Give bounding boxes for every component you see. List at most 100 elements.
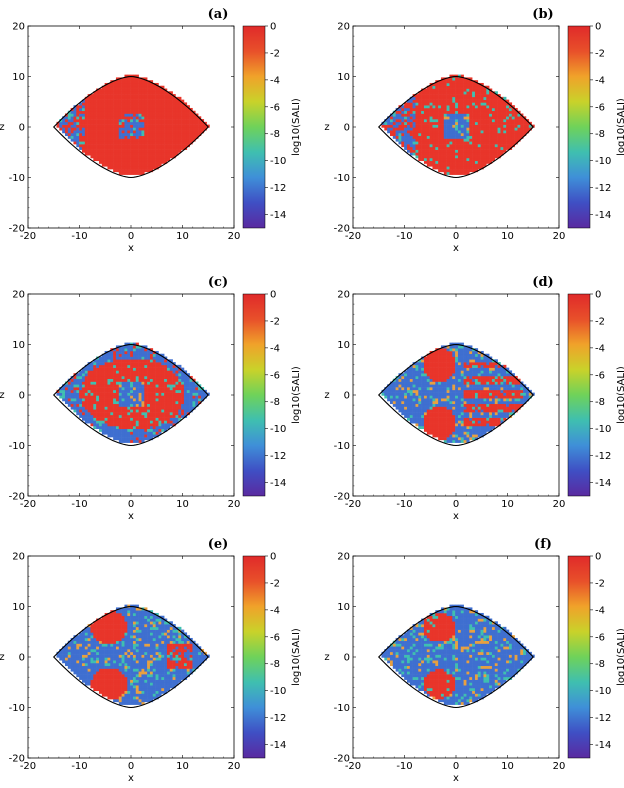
- heatmap-cell: [469, 407, 472, 410]
- heatmap-cell: [164, 398, 167, 401]
- heatmap-cell: [509, 133, 512, 136]
- heatmap-cell: [421, 393, 424, 396]
- heatmap-cell: [102, 395, 105, 398]
- heatmap-cell: [517, 125, 520, 128]
- heatmap-cell: [88, 97, 91, 100]
- heatmap-cell: [113, 83, 116, 86]
- heatmap-cell: [478, 409, 481, 412]
- heatmap-cell: [452, 390, 455, 393]
- heatmap-cell: [82, 127, 85, 130]
- heatmap-cell: [141, 359, 144, 362]
- heatmap-cell: [424, 161, 427, 164]
- heatmap-cell: [178, 376, 181, 379]
- heatmap-cell: [424, 409, 427, 412]
- heatmap-cell: [430, 432, 433, 435]
- heatmap-cell: [515, 127, 518, 130]
- x-tick-label: -10: [71, 499, 87, 510]
- heatmap-cell: [195, 390, 198, 393]
- heatmap-cell: [390, 133, 393, 136]
- heatmap-cell: [452, 102, 455, 105]
- heatmap-cell: [430, 144, 433, 147]
- heatmap-cell: [421, 133, 424, 136]
- heatmap-cell: [156, 127, 159, 130]
- heatmap-cell: [113, 373, 116, 376]
- heatmap-cell: [432, 412, 435, 415]
- heatmap-cell: [461, 127, 464, 130]
- heatmap-cell: [113, 412, 116, 415]
- heatmap-cell: [144, 401, 147, 404]
- heatmap-cell: [441, 144, 444, 147]
- heatmap-cell: [466, 119, 469, 122]
- heatmap-cell: [441, 420, 444, 423]
- heatmap-cell: [164, 147, 167, 150]
- heatmap-cell: [435, 144, 438, 147]
- heatmap-cell: [156, 420, 159, 423]
- heatmap-cell: [153, 111, 156, 114]
- heatmap-cell: [173, 114, 176, 117]
- heatmap-cell: [93, 362, 96, 365]
- heatmap-cell: [122, 376, 125, 379]
- heatmap-cell: [198, 130, 201, 133]
- heatmap-cell: [478, 94, 481, 97]
- heatmap-cell: [147, 434, 150, 437]
- heatmap-cell: [150, 152, 153, 155]
- heatmap-cell: [99, 368, 102, 371]
- heatmap-cell: [113, 404, 116, 407]
- heatmap-cell: [124, 426, 127, 429]
- heatmap-cell: [398, 111, 401, 114]
- heatmap-cell: [127, 423, 130, 426]
- heatmap-cell: [116, 373, 119, 376]
- y-tick-label: 10: [12, 72, 25, 83]
- heatmap-cell: [486, 155, 489, 158]
- heatmap-cell: [478, 111, 481, 114]
- heatmap-cell: [76, 376, 79, 379]
- heatmap-cell: [82, 398, 85, 401]
- heatmap-cell: [486, 423, 489, 426]
- heatmap-cell: [124, 133, 127, 136]
- heatmap-cell: [96, 390, 99, 393]
- heatmap-cell: [444, 105, 447, 108]
- heatmap-cell: [489, 379, 492, 382]
- heatmap-cell: [133, 83, 136, 86]
- heatmap-cell: [432, 105, 435, 108]
- heatmap-cell: [466, 368, 469, 371]
- heatmap-cell: [144, 412, 147, 415]
- heatmap-cell: [492, 365, 495, 368]
- heatmap-cell: [144, 398, 147, 401]
- heatmap-cell: [500, 139, 503, 142]
- heatmap-cell: [173, 133, 176, 136]
- heatmap-cell: [398, 404, 401, 407]
- heatmap-cell: [407, 409, 410, 412]
- heatmap-cell: [404, 393, 407, 396]
- heatmap-cell: [444, 393, 447, 396]
- heatmap-cell: [141, 434, 144, 437]
- heatmap-cell: [452, 426, 455, 429]
- heatmap-cell: [116, 382, 119, 385]
- heatmap-cell: [119, 362, 122, 365]
- heatmap-cell: [122, 172, 125, 175]
- heatmap-cell: [144, 362, 147, 365]
- heatmap-cell: [178, 393, 181, 396]
- heatmap-cell: [483, 108, 486, 111]
- heatmap-cell: [147, 393, 150, 396]
- heatmap-cell: [119, 432, 122, 435]
- heatmap-cell: [130, 426, 133, 429]
- heatmap-cell: [173, 418, 176, 421]
- heatmap-cell: [175, 127, 178, 130]
- heatmap-cell: [158, 114, 161, 117]
- heatmap-cell: [113, 158, 116, 161]
- heatmap-cell: [133, 409, 136, 412]
- heatmap-cell: [184, 108, 187, 111]
- heatmap-cell: [469, 401, 472, 404]
- heatmap-cell: [432, 166, 435, 169]
- heatmap-cell: [413, 111, 416, 114]
- heatmap-cell: [447, 348, 450, 351]
- heatmap-cell: [133, 130, 136, 133]
- heatmap-cell: [127, 418, 130, 421]
- heatmap-cell: [99, 158, 102, 161]
- heatmap-cell: [424, 370, 427, 373]
- heatmap-cell: [458, 354, 461, 357]
- heatmap-cell: [458, 155, 461, 158]
- heatmap-cell: [464, 102, 467, 105]
- heatmap-cell: [444, 418, 447, 421]
